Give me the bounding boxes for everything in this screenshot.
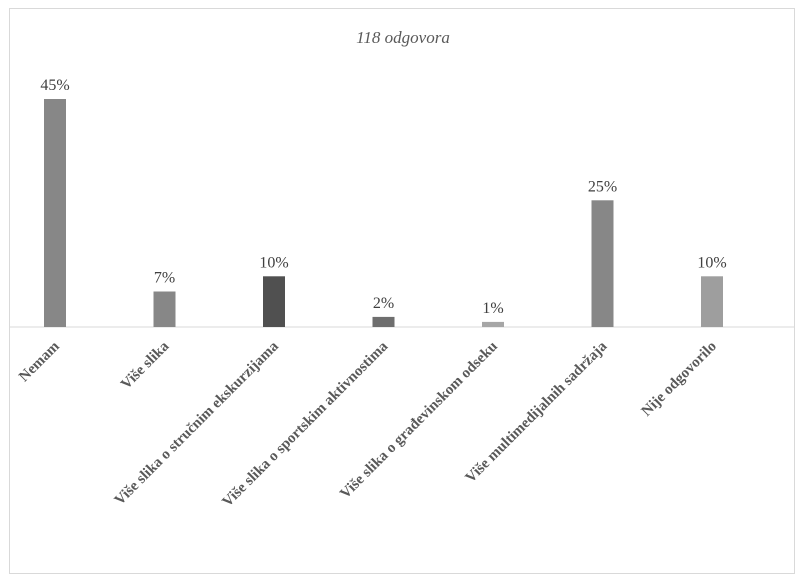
bar-6 (591, 200, 614, 327)
value-label-5: 1% (482, 300, 503, 317)
chart-frame (9, 8, 795, 574)
value-label-6: 25% (588, 178, 617, 195)
bar-5 (482, 321, 504, 327)
bar-3 (263, 276, 285, 327)
category-label-7: Nije odgovorilo (639, 339, 720, 420)
value-label-3: 10% (259, 254, 288, 271)
value-label-4: 2% (373, 295, 394, 312)
bar-7 (701, 276, 723, 327)
category-label-2: Više slika (118, 338, 173, 393)
bar-2 (153, 291, 176, 327)
value-label-1: 45% (40, 77, 69, 94)
bar-4 (372, 316, 395, 327)
bar-1 (44, 99, 66, 327)
value-label-2: 7% (154, 270, 175, 287)
value-label-7: 10% (697, 254, 726, 271)
category-label-1: Nemam (16, 338, 63, 385)
chart-title: 118 odgovora (356, 28, 450, 47)
